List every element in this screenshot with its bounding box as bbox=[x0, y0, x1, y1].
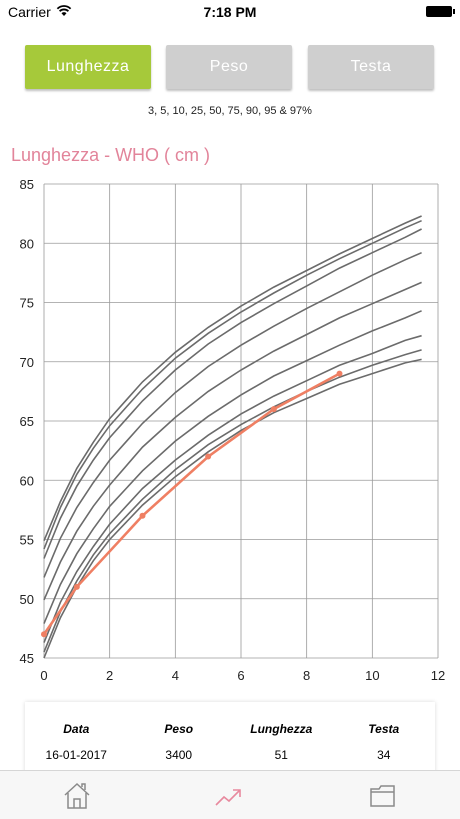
measurement-point bbox=[270, 406, 277, 413]
tab-bar bbox=[0, 770, 460, 819]
y-tick-label: 55 bbox=[20, 533, 34, 548]
cell-testa: 34 bbox=[377, 748, 391, 762]
measurement-line bbox=[42, 372, 341, 636]
y-tick-label: 45 bbox=[20, 651, 34, 666]
percentiles-label: 3, 5, 10, 25, 50, 75, 90, 95 & 97% bbox=[148, 105, 312, 117]
measurement-point bbox=[41, 631, 47, 638]
status-time: 7:18 PM bbox=[203, 4, 257, 20]
percentile-curve-50pct bbox=[43, 281, 422, 601]
measurement-point bbox=[336, 370, 343, 377]
measurement-point bbox=[73, 583, 80, 590]
cell-data: 16-01-2017 bbox=[45, 748, 107, 762]
y-tick-label: 80 bbox=[20, 236, 34, 251]
measurement-point bbox=[139, 512, 146, 519]
x-tick-label: 10 bbox=[365, 668, 379, 683]
y-tick-label: 60 bbox=[20, 473, 34, 488]
x-tick-label: 4 bbox=[172, 668, 179, 683]
percentile-curve-3pct bbox=[43, 358, 422, 659]
table-header-row: Data Peso Lunghezza Testa bbox=[25, 722, 435, 736]
header-data: Data bbox=[63, 722, 90, 736]
y-tick-label: 50 bbox=[20, 592, 34, 607]
chart-icon[interactable] bbox=[214, 781, 244, 811]
x-tick-label: 8 bbox=[303, 668, 310, 683]
y-tick-label: 65 bbox=[20, 414, 34, 429]
percentile-curve-25pct bbox=[43, 310, 422, 624]
table-row[interactable]: 16-01-2017 3400 51 34 bbox=[25, 748, 435, 762]
battery-icon bbox=[426, 6, 455, 17]
x-tick-label: 0 bbox=[40, 668, 47, 683]
chart-title: Lunghezza - WHO ( cm ) bbox=[11, 145, 211, 165]
x-tick-label: 6 bbox=[237, 668, 244, 683]
percentile-curve-97pct bbox=[43, 215, 422, 542]
percentile-curve-95pct bbox=[43, 219, 422, 550]
measurement-point bbox=[205, 453, 212, 460]
y-tick-label: 75 bbox=[20, 296, 34, 311]
carrier-label: Carrier bbox=[8, 4, 51, 20]
tab-peso[interactable]: Peso bbox=[166, 45, 292, 89]
tab-lunghezza[interactable]: Lunghezza bbox=[25, 45, 151, 89]
y-tick-label: 70 bbox=[20, 355, 34, 370]
header-testa: Testa bbox=[368, 722, 400, 736]
header-peso: Peso bbox=[164, 722, 194, 736]
tab-testa[interactable]: Testa bbox=[308, 45, 434, 89]
header-lunghezza: Lunghezza bbox=[250, 722, 313, 736]
cell-peso: 3400 bbox=[165, 748, 193, 762]
percentile-curve-75pct bbox=[43, 251, 422, 578]
home-icon[interactable] bbox=[62, 781, 92, 811]
x-tick-label: 2 bbox=[106, 668, 113, 683]
status-bar: Carrier 7:18 PM bbox=[0, 0, 460, 24]
cell-lunghezza: 51 bbox=[274, 748, 288, 762]
folder-icon[interactable] bbox=[368, 781, 398, 811]
x-tick-label: 12 bbox=[431, 668, 445, 683]
wifi-icon bbox=[56, 5, 72, 16]
y-tick-label: 85 bbox=[20, 177, 34, 192]
growth-chart: 0 2 4 6 8 10 12 45 50 55 60 65 70 75 80 85 bbox=[20, 177, 446, 683]
percentile-curve-90pct bbox=[43, 228, 422, 559]
percentile-curve-10pct bbox=[43, 334, 422, 643]
percentile-curve-5pct bbox=[43, 349, 422, 653]
measurements-table: Data Peso Lunghezza Testa 16-01-2017 340… bbox=[25, 702, 435, 776]
